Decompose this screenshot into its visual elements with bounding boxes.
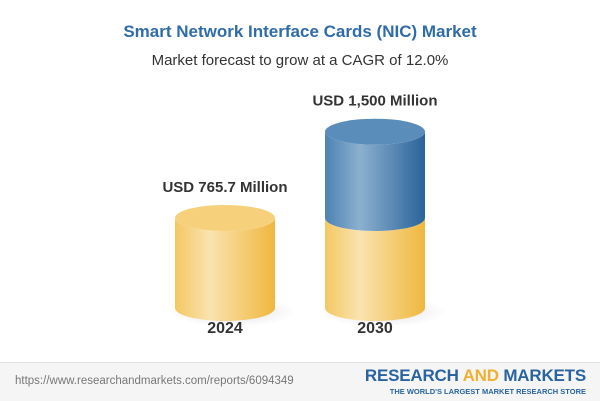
chart-subtitle: Market forecast to grow at a CAGR of 12.…	[151, 52, 449, 69]
category-label-2024: 2024	[207, 320, 243, 337]
data-label-2024: USD 765.7 Million	[162, 179, 287, 196]
cylinder-2024-top	[175, 205, 275, 231]
chart-title: Smart Network Interface Cards (NIC) Mark…	[123, 22, 477, 41]
cylinder-2024-base	[175, 218, 275, 321]
logo-tagline: THE WORLD'S LARGEST MARKET RESEARCH STOR…	[389, 387, 586, 396]
cylinder-2030-top	[325, 118, 425, 145]
category-label-2030: 2030	[357, 320, 393, 337]
cylinder-2030-growth	[325, 131, 425, 231]
logo-text-1: RESEARCH	[364, 366, 463, 385]
chart-area: USD 765.7 Million USD 1,500 Million 2024…	[162, 93, 447, 337]
logo-text-3: MARKETS	[498, 366, 586, 385]
source-url[interactable]: https://www.researchandmarkets.com/repor…	[15, 375, 294, 387]
data-label-2030: USD 1,500 Million	[312, 93, 437, 110]
logo-text-2: AND	[462, 366, 499, 385]
footer: https://www.researchandmarkets.com/repor…	[0, 362, 600, 401]
cylinder-2030-base	[325, 218, 425, 321]
research-and-markets-logo[interactable]: RESEARCH AND MARKETS THE WORLD'S LARGEST…	[365, 366, 586, 396]
